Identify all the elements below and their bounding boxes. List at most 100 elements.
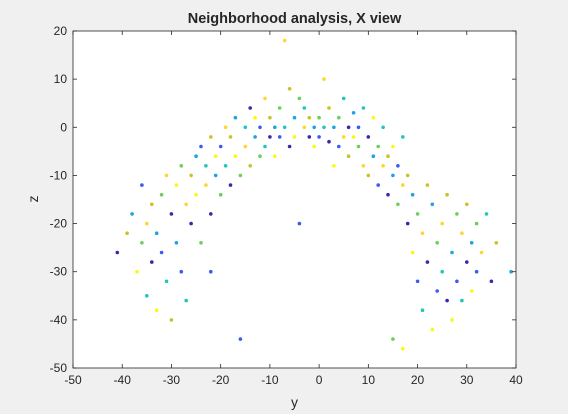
scatter-point <box>179 269 184 274</box>
scatter-point <box>469 241 474 245</box>
scatter-point <box>465 202 469 207</box>
scatter-point <box>327 139 331 144</box>
scatter-point <box>346 154 351 158</box>
x-tick-label: 0 <box>316 373 323 387</box>
scatter-point <box>415 279 420 284</box>
scatter-point <box>376 144 381 149</box>
scatter-point <box>440 269 445 274</box>
scatter-point <box>263 96 267 101</box>
scatter-point <box>248 164 252 168</box>
scatter-point <box>317 135 321 139</box>
scatter-point <box>307 135 312 139</box>
scatter-point <box>337 144 341 149</box>
scatter-point <box>243 144 248 149</box>
y-tick-label: 20 <box>54 24 68 38</box>
y-tick-label: -10 <box>50 168 68 182</box>
scatter-point <box>258 125 262 130</box>
scatter-point <box>361 106 366 110</box>
scatter-point <box>401 346 405 351</box>
scatter-point <box>327 106 331 110</box>
scatter-point <box>140 241 144 245</box>
scatter-point <box>341 96 346 101</box>
scatter-point <box>253 135 257 139</box>
scatter-point <box>199 144 203 149</box>
scatter-point <box>223 164 228 168</box>
x-tick-label: -10 <box>261 373 279 387</box>
chart-title: Neighborhood analysis, X view <box>188 11 402 27</box>
scatter-point <box>273 154 277 158</box>
scatter-point <box>351 111 356 115</box>
scatter-point <box>209 212 213 216</box>
scatter-point <box>174 241 179 245</box>
plot-area <box>73 31 516 368</box>
scatter-point <box>174 183 179 187</box>
scatter-point <box>401 183 405 187</box>
scatter-point <box>450 250 454 255</box>
scatter-point <box>159 250 164 255</box>
scatter-point <box>356 144 361 149</box>
y-tick-label: -30 <box>50 265 68 279</box>
scatter-point <box>169 318 174 322</box>
scatter-point <box>150 260 154 264</box>
scatter-point <box>332 164 336 168</box>
scatter-point <box>332 125 336 130</box>
scatter-point <box>307 115 312 120</box>
scatter-point <box>169 212 174 216</box>
scatter-point <box>346 125 351 130</box>
scatter-point <box>474 269 479 274</box>
scatter-point <box>218 192 223 197</box>
scatter-point <box>455 279 459 284</box>
scatter-point <box>405 221 410 226</box>
scatter-point <box>494 241 499 245</box>
scatter-point <box>199 241 203 245</box>
scatter-point <box>435 241 440 245</box>
scatter-point <box>302 106 307 110</box>
scatter-point <box>243 125 248 130</box>
scatter-point <box>391 173 395 178</box>
scatter-point <box>287 87 292 91</box>
scatter-point <box>233 115 238 120</box>
scatter-point <box>223 125 228 130</box>
scatter-point <box>154 231 159 235</box>
x-tick-label: 20 <box>411 373 425 387</box>
scatter-point <box>253 115 257 120</box>
scatter-point <box>322 125 326 130</box>
scatter-point <box>145 294 149 298</box>
scatter-point <box>371 154 376 158</box>
scatter-point <box>194 154 198 158</box>
scatter-point <box>297 221 302 226</box>
scatter-point <box>292 135 297 139</box>
scatter-point <box>228 135 233 139</box>
scatter-point <box>228 183 233 187</box>
scatter-point <box>282 38 287 43</box>
scatter-point <box>420 231 425 235</box>
scatter-point <box>489 279 494 284</box>
scatter-point <box>410 250 415 255</box>
scatter-point <box>297 96 302 101</box>
scatter-point <box>435 289 440 293</box>
scatter-point <box>258 154 262 158</box>
x-tick-label: 10 <box>362 373 376 387</box>
scatter-point <box>125 231 129 235</box>
scatter-point <box>376 183 381 187</box>
scatter-point <box>465 260 469 264</box>
x-tick-label: -30 <box>163 373 181 387</box>
scatter-point <box>322 77 326 81</box>
scatter-point <box>263 144 267 149</box>
scatter-point <box>145 221 149 226</box>
axes: -50 -40 -30 -20 -10 0 10 20 30 40 -50 -40 -30 -20 -10 0… <box>50 24 523 387</box>
scatter-point <box>135 269 139 274</box>
x-tick-label: -20 <box>212 373 230 387</box>
scatter-point <box>391 144 395 149</box>
scatter-point <box>248 106 252 110</box>
y-tick-label: 10 <box>54 72 68 86</box>
scatter-point <box>312 125 317 130</box>
scatter-point <box>469 289 474 293</box>
y-axis-label: z <box>25 196 41 203</box>
scatter-point <box>337 115 341 120</box>
scatter-point <box>430 327 435 332</box>
scatter-point <box>273 125 277 130</box>
scatter-point <box>218 144 223 149</box>
scatter-point <box>425 183 430 187</box>
